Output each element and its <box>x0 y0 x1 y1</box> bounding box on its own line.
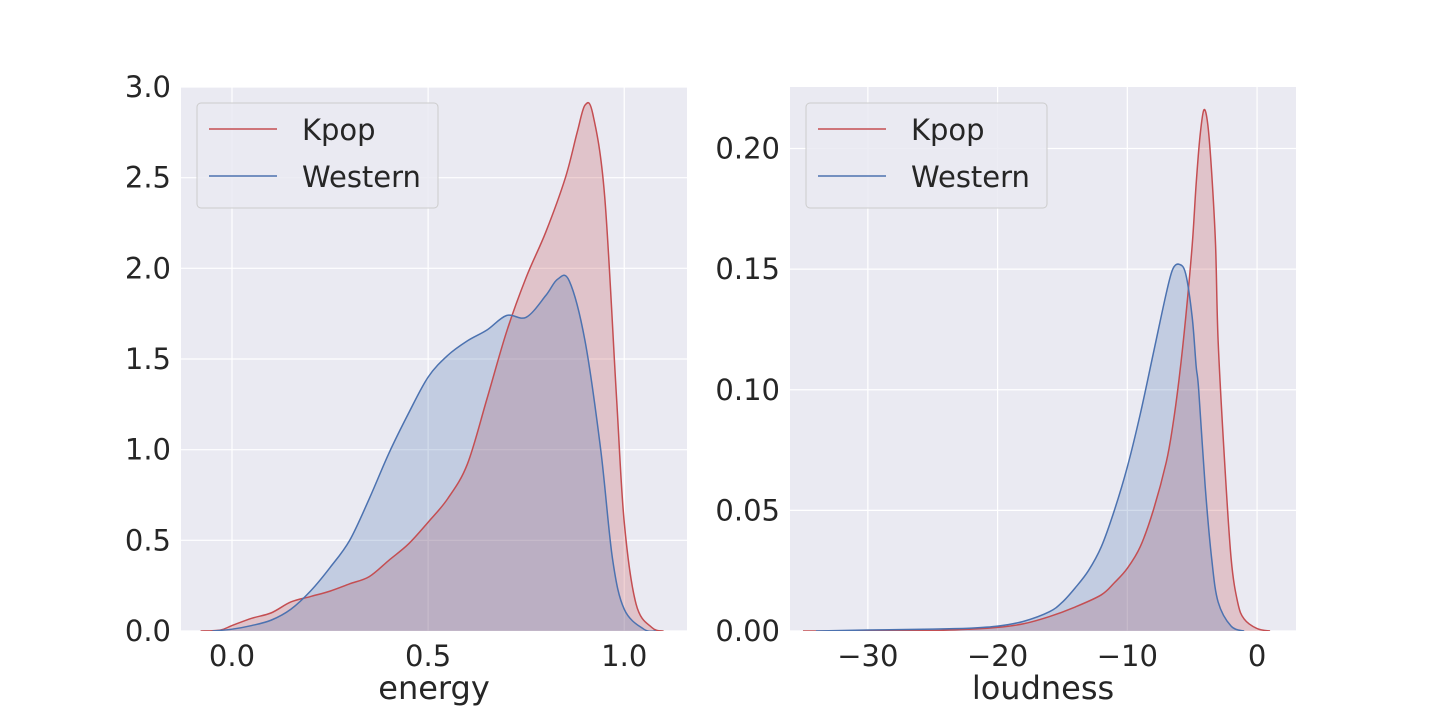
western-density-line <box>815 263 1245 631</box>
kpop-density-area <box>200 102 664 631</box>
kpop-density-line <box>802 108 1271 631</box>
series-group <box>802 108 1271 631</box>
y-tick-label: 0.15 <box>715 252 780 286</box>
y-tick-label: 2.5 <box>125 161 171 195</box>
kpop-density-line <box>200 101 664 631</box>
legend: Kpop Western <box>196 102 439 209</box>
x-axis-label: loudness <box>972 669 1114 707</box>
x-tick-label: 1.0 <box>601 639 647 673</box>
kpop-density-area <box>802 109 1271 631</box>
energy-density-plot: 0.0 0.5 1.0 0.0 0.5 1.0 1.5 2.0 2.5 3.0 energy Kpop… <box>125 70 687 707</box>
western-density-area <box>815 264 1245 631</box>
western-density-area <box>212 275 656 631</box>
legend-label: Kpop <box>302 113 376 147</box>
y-tick-label: 3.0 <box>125 70 171 104</box>
y-tick-label: 0.5 <box>125 523 171 557</box>
y-tick-label: 0.20 <box>715 132 780 166</box>
y-tick-label: 1.5 <box>125 342 171 376</box>
x-axis-label: energy <box>378 669 490 707</box>
legend-label: Kpop <box>911 113 985 147</box>
x-tick-label: −20 <box>967 639 1028 673</box>
x-tick-label: −10 <box>1097 639 1158 673</box>
loudness-density-plot: −30 −20 −10 0 0.00 0.05 0.10 0.15 0.20 loudness Kp… <box>715 87 1296 707</box>
y-tick-label: 0.0 <box>125 614 171 648</box>
legend-label: Western <box>911 160 1030 194</box>
y-tick-label: 0.05 <box>715 493 780 527</box>
y-tick-label: 2.0 <box>125 251 171 285</box>
y-tick-label: 1.0 <box>125 433 171 467</box>
x-tick-label: 0.0 <box>209 639 255 673</box>
legend-label: Western <box>302 160 421 194</box>
x-tick-label: 0.5 <box>405 639 451 673</box>
series-group <box>200 101 664 631</box>
western-density-line <box>212 274 656 631</box>
y-tick-label: 0.00 <box>715 614 780 648</box>
x-tick-label: −30 <box>837 639 898 673</box>
x-tick-label: 0 <box>1248 639 1266 673</box>
y-tick-label: 0.10 <box>715 373 780 407</box>
legend: Kpop Western <box>805 102 1048 209</box>
